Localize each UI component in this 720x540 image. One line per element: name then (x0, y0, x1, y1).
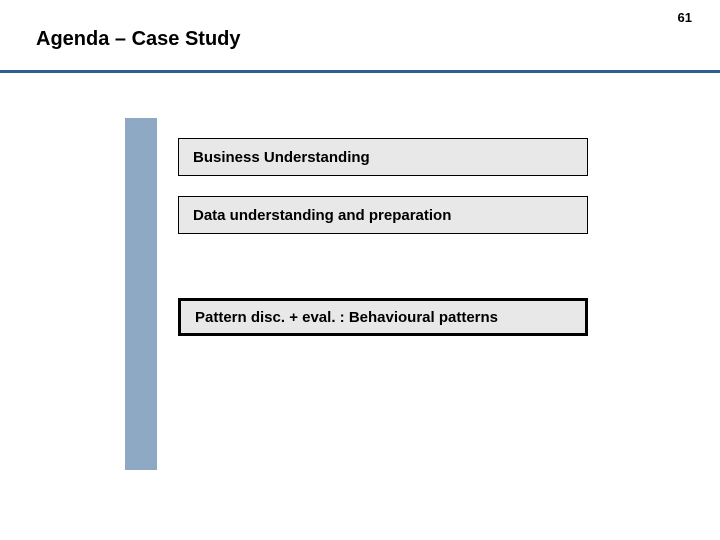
agenda-item: Data understanding and preparation (178, 196, 588, 234)
agenda-item-label: Data understanding and preparation (193, 207, 451, 224)
agenda-item: Business Understanding (178, 138, 588, 176)
agenda-vertical-bar (125, 118, 157, 470)
title-underline (0, 70, 720, 73)
agenda-item-current: Pattern disc. + eval. : Behavioural patt… (178, 298, 588, 336)
agenda-item-label: Pattern disc. + eval. : Behavioural patt… (195, 309, 498, 326)
page-number: 61 (678, 10, 692, 25)
page-title: Agenda – Case Study (36, 28, 241, 51)
agenda-item-label: Business Understanding (193, 149, 370, 166)
